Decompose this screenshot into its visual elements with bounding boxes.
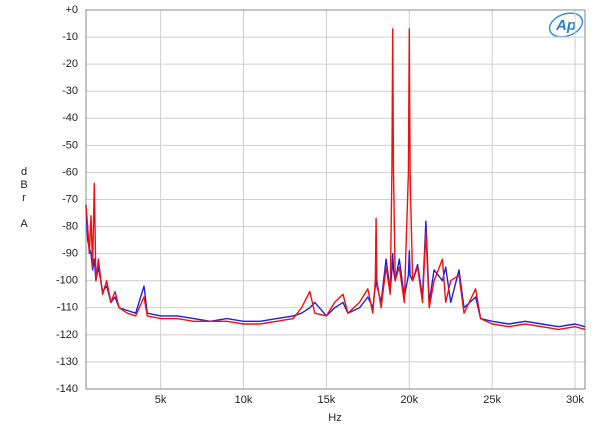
- x-tick-label: 5k: [155, 394, 167, 406]
- x-tick-label: 20k: [400, 394, 418, 406]
- y-tick-label: -130: [56, 356, 78, 368]
- x-tick-label: 10k: [235, 394, 253, 406]
- logo: Ap: [555, 17, 576, 34]
- y-axis-label: dBr A: [18, 166, 30, 231]
- y-tick-label: -70: [62, 193, 78, 205]
- y-tick-label: +0: [65, 4, 78, 16]
- x-tick-label: 15k: [318, 394, 336, 406]
- x-tick-label: 30k: [566, 394, 584, 406]
- x-tick-label: 25k: [483, 394, 501, 406]
- plot-frame: [85, 9, 586, 390]
- y-tick-label: -40: [62, 112, 78, 124]
- logo-ring: [548, 12, 584, 38]
- series-line: [85, 28, 586, 331]
- y-tick-label: -20: [62, 58, 78, 70]
- y-tick-label: -10: [62, 31, 78, 43]
- y-tick-label: -120: [56, 329, 78, 341]
- y-tick-label: -140: [56, 383, 78, 395]
- y-tick-label: -50: [62, 139, 78, 151]
- x-axis-label: Hz: [328, 412, 341, 424]
- y-tick-label: -110: [57, 302, 78, 314]
- y-tick-label: -80: [62, 220, 78, 232]
- y-tick-label: -60: [62, 166, 78, 178]
- y-tick-label: -90: [62, 248, 78, 260]
- y-tick-label: -100: [56, 275, 78, 287]
- y-tick-label: -30: [62, 85, 78, 97]
